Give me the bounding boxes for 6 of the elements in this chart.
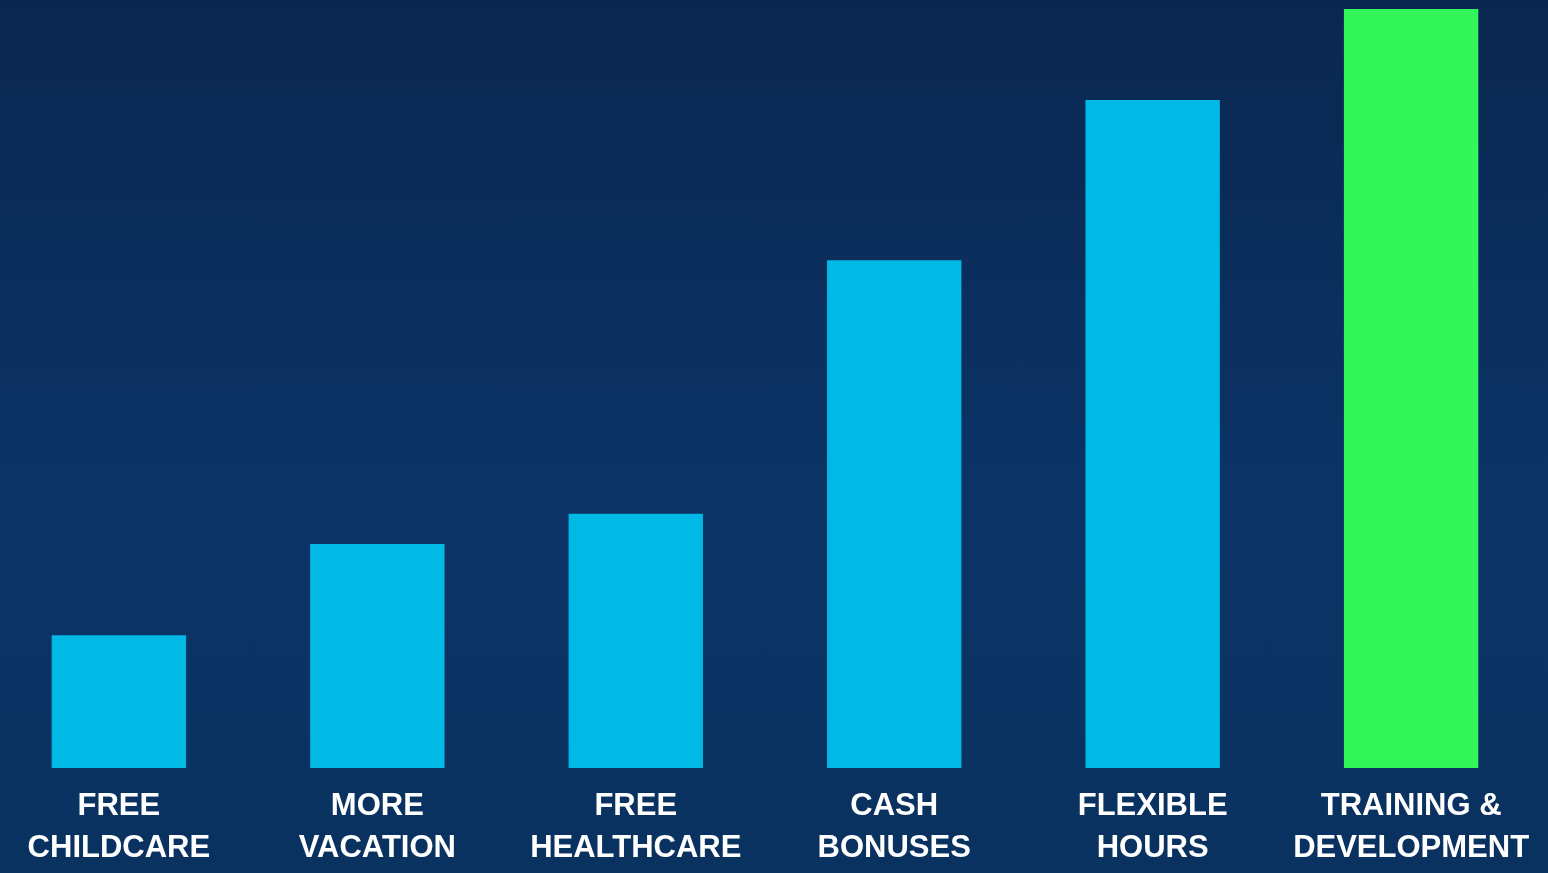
- x-tick-label: FLEXIBLE HOURS: [1077, 786, 1228, 864]
- x-tick-label: MORE VACATION: [298, 786, 456, 864]
- x-tick-label: FREE CHILDCARE: [27, 786, 211, 864]
- x-tick-label: CASH BONUSES: [817, 786, 971, 864]
- x-tick-label: TRAINING & DEVELOPMENT: [1293, 786, 1530, 864]
- x-tick-label: FREE HEALTHCARE: [530, 786, 742, 864]
